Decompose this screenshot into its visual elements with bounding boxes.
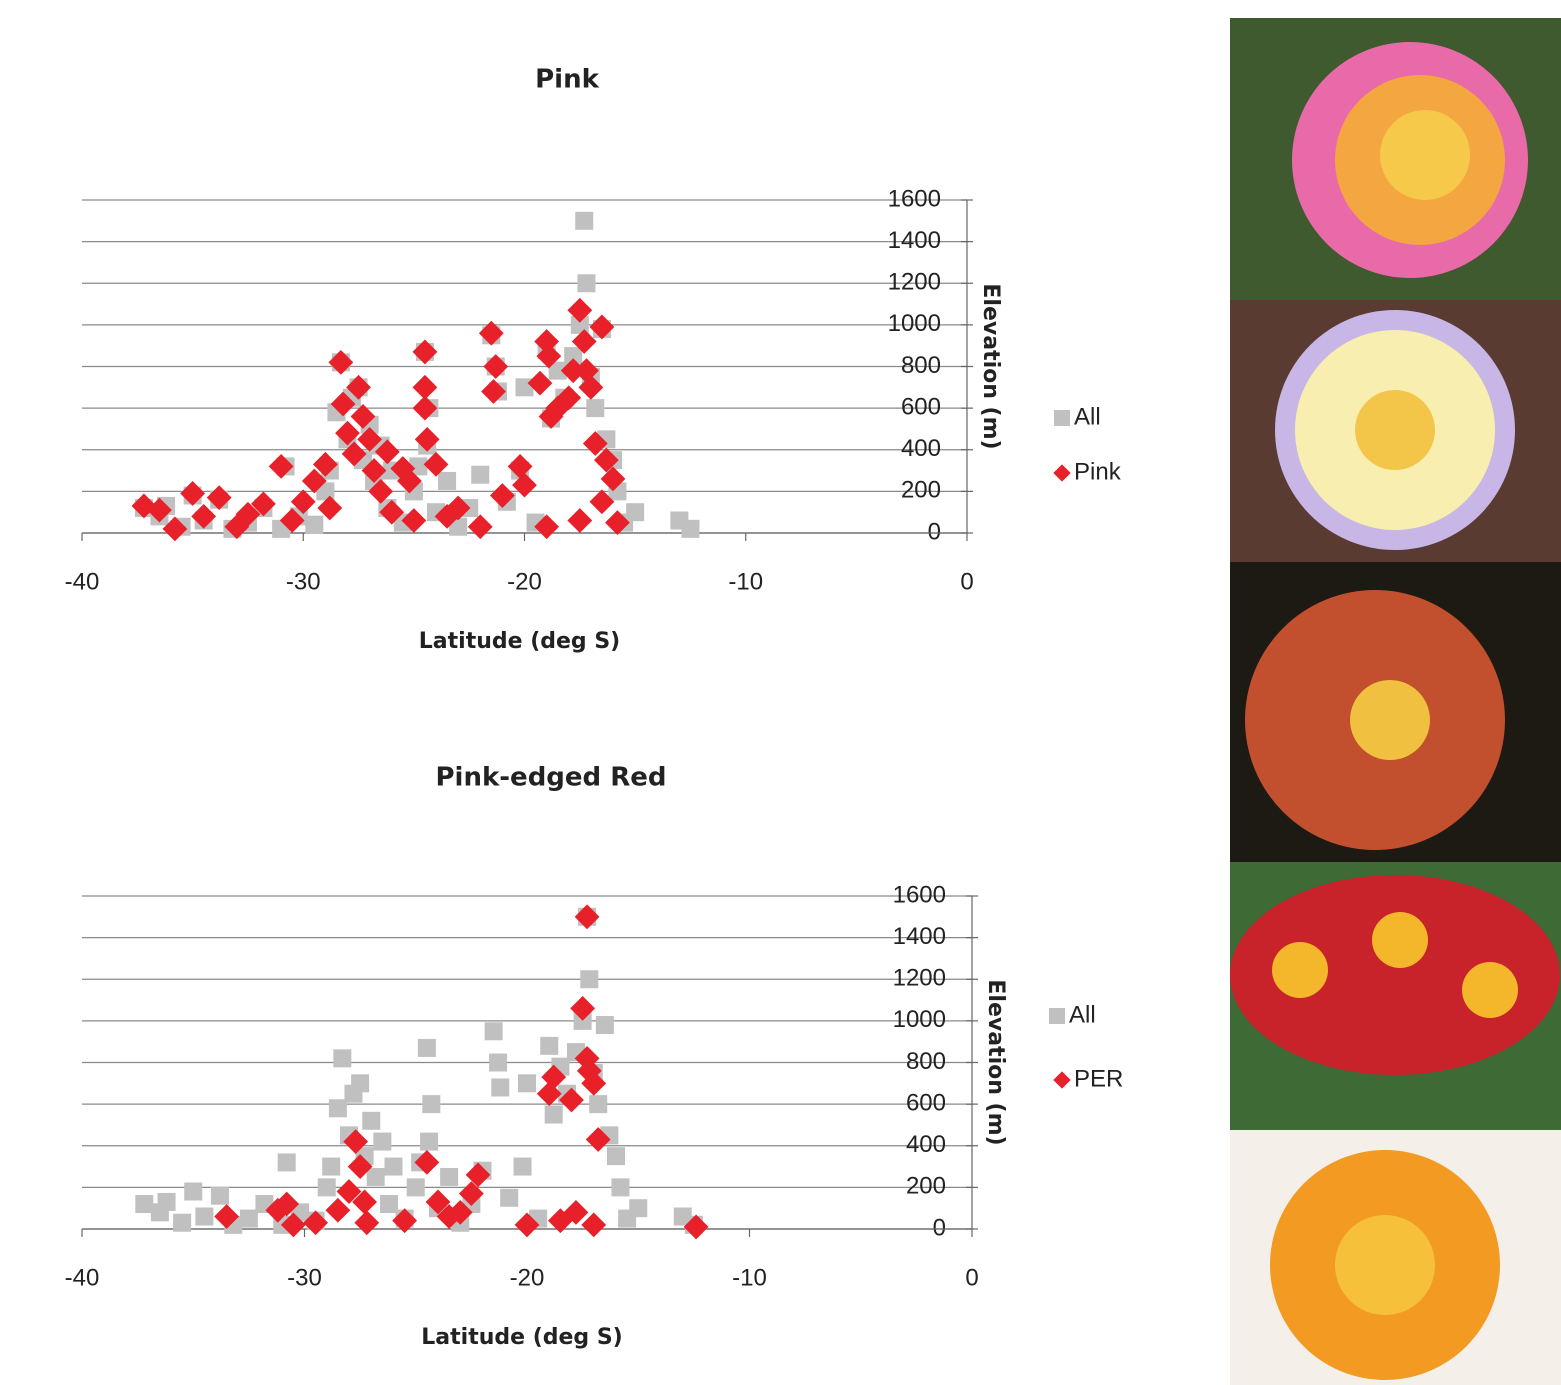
y-axis-title: Elevation (m) [983, 979, 1008, 1145]
point [135, 1195, 153, 1213]
point [322, 1158, 340, 1176]
point [354, 1210, 379, 1235]
x-tick-label: 0 [960, 568, 973, 595]
x-tick-label: -30 [287, 1264, 322, 1291]
legend-label: All [1069, 1001, 1096, 1028]
point [611, 1178, 629, 1196]
point [240, 1210, 258, 1228]
point [278, 1153, 296, 1171]
y-tick-label: 0 [928, 518, 941, 545]
x-tick-label: -30 [286, 568, 321, 595]
point [577, 274, 595, 292]
legend-marker [1049, 1008, 1065, 1024]
y-tick-label: 200 [901, 477, 941, 504]
legend-marker [1053, 1071, 1070, 1088]
point [173, 1214, 191, 1232]
point [514, 1158, 532, 1176]
point [373, 1133, 391, 1151]
point [489, 1054, 507, 1072]
point [418, 1039, 436, 1057]
y-tick-label: 400 [906, 1131, 946, 1158]
point [491, 1078, 509, 1096]
point [471, 466, 489, 484]
chart-title: Pink [535, 65, 599, 95]
x-tick-label: -20 [507, 568, 542, 595]
flower-photos [1230, 18, 1561, 1385]
legend-label: All [1074, 403, 1101, 430]
point [485, 1022, 503, 1040]
point [567, 508, 592, 533]
point [325, 1198, 350, 1223]
y-tick-label: 800 [906, 1048, 946, 1075]
point [420, 1133, 438, 1151]
point [540, 1037, 558, 1055]
y-tick-label: 1000 [893, 1006, 946, 1033]
figure: Pink 0 200 400 600 800 1000 1200 1400 1600 -40 -30 -… [0, 0, 1561, 1385]
y-tick-label: 600 [901, 393, 941, 420]
y-tick-label: 1400 [888, 227, 941, 254]
point [362, 1112, 380, 1130]
point [329, 1099, 347, 1117]
point [195, 1208, 213, 1226]
point [333, 1049, 351, 1067]
y-tick-label: 1200 [893, 965, 946, 992]
point [385, 1158, 403, 1176]
point [575, 212, 593, 230]
point [626, 503, 644, 521]
x-tick-label: 0 [965, 1264, 978, 1291]
y-tick-label: 400 [901, 435, 941, 462]
page: {"chart_data": [ {"type": "scatter", "ti… [0, 0, 1561, 1385]
x-tick-label: -10 [728, 568, 763, 595]
y-tick-label: 1200 [888, 269, 941, 296]
y-tick-label: 1400 [893, 923, 946, 950]
y-tick-label: 600 [906, 1089, 946, 1116]
point [607, 1147, 625, 1165]
point [422, 1095, 440, 1113]
y-axis-title: Elevation (m) [978, 283, 1003, 449]
point [318, 1178, 336, 1196]
point [184, 1183, 202, 1201]
point [581, 1212, 606, 1237]
legend-marker [1054, 410, 1070, 426]
point [440, 1168, 458, 1186]
point [351, 1074, 369, 1092]
point [468, 514, 493, 539]
point [589, 1095, 607, 1113]
point [407, 1178, 425, 1196]
point [305, 516, 323, 534]
y-tick-label: 1000 [888, 310, 941, 337]
legend-label: PER [1074, 1065, 1123, 1092]
x-tick-label: -40 [65, 568, 100, 595]
y-tick-label: 800 [901, 352, 941, 379]
chart-title: Pink-edged Red [436, 763, 667, 793]
legend-label: Pink [1074, 458, 1122, 485]
y-tick-label: 1600 [888, 185, 941, 212]
point [545, 1106, 563, 1124]
point [596, 1016, 614, 1034]
y-tick-label: 1600 [893, 881, 946, 908]
point [367, 1168, 385, 1186]
point [158, 1193, 176, 1211]
x-tick-label: -40 [65, 1264, 100, 1291]
point [380, 1195, 398, 1213]
point [586, 399, 604, 417]
y-tick-label: 200 [906, 1173, 946, 1200]
point [500, 1189, 518, 1207]
point [211, 1187, 229, 1205]
x-axis-title: Latitude (deg S) [421, 1325, 622, 1350]
x-tick-label: -20 [510, 1264, 545, 1291]
x-axis-title: Latitude (deg S) [419, 629, 620, 654]
point [518, 1074, 536, 1092]
point [438, 472, 456, 490]
x-tick-label: -10 [732, 1264, 767, 1291]
legend-marker [1053, 464, 1070, 481]
point [629, 1199, 647, 1217]
point [681, 520, 699, 538]
point [580, 970, 598, 988]
y-tick-label: 0 [933, 1214, 946, 1241]
